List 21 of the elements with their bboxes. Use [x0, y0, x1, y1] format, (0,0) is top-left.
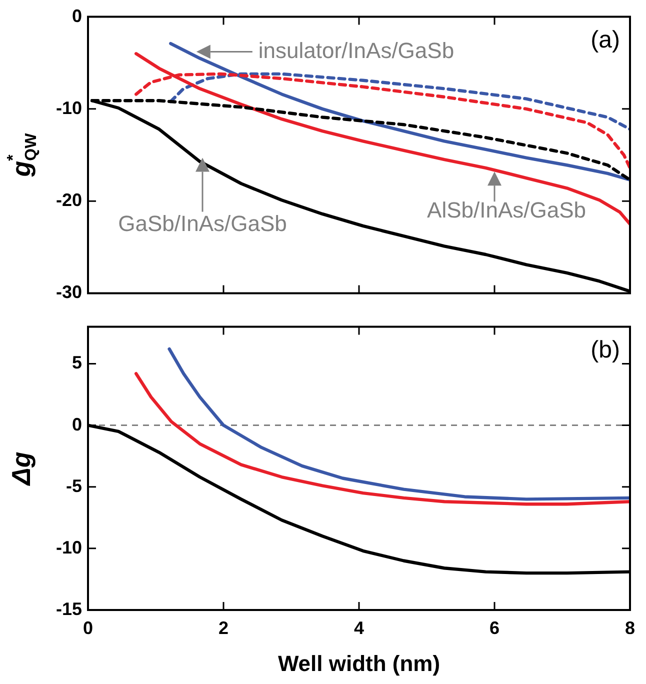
y-tick-label: -20 [56, 190, 82, 210]
y-tick-label: -15 [56, 598, 82, 619]
y-tick-label: 0 [72, 414, 82, 434]
x-tick-label: 2 [218, 618, 229, 638]
y-tick-label: 0 [72, 6, 82, 26]
annotation: (a) [590, 26, 620, 54]
x-axis-title: Well width (nm) [278, 650, 440, 676]
x-tick-label: 8 [624, 618, 636, 638]
annotation: (b) [590, 336, 620, 364]
annotation: GaSb/InAs/GaSb [118, 210, 287, 236]
y-tick-label: -30 [56, 282, 82, 302]
y-tick-label: -10 [56, 537, 82, 558]
x-tick-label: 4 [354, 618, 364, 638]
y-axis-title: Δg [6, 452, 36, 486]
annotation: insulator/InAs/GaSb [258, 38, 454, 63]
y-tick-label: -5 [66, 476, 82, 496]
x-tick-label: 6 [489, 618, 500, 638]
y-axis-title: g*QW [5, 132, 40, 178]
y-tick-label: 5 [72, 352, 82, 373]
y-tick-label: -10 [56, 98, 82, 118]
annotation: AlSb/InAs/GaSb [427, 198, 586, 223]
